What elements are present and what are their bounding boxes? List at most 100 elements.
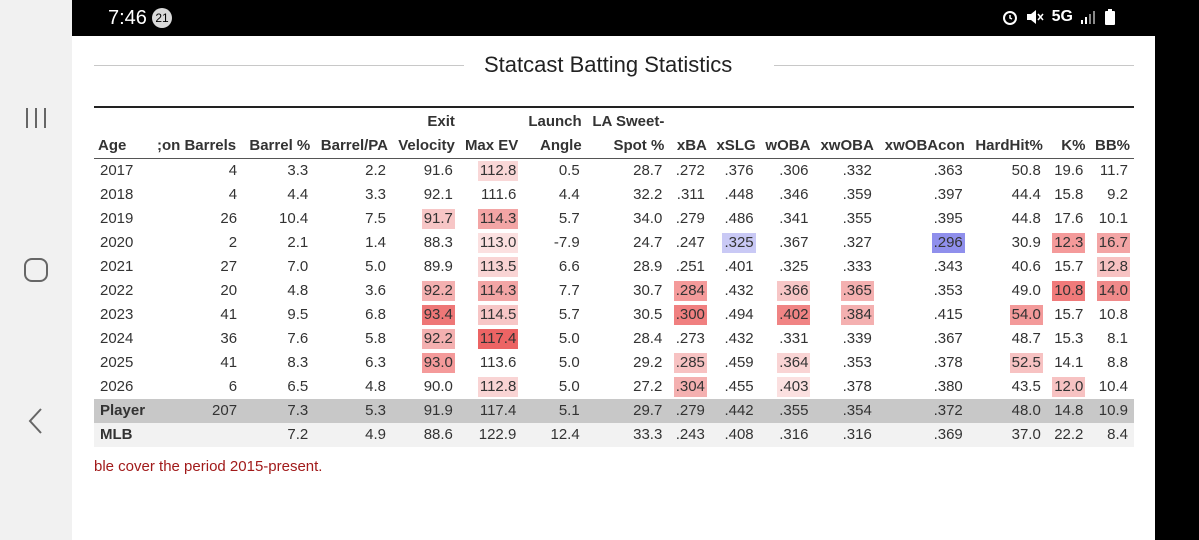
cell-value: .395 (933, 210, 963, 227)
cell-value: 5.0 (558, 330, 580, 347)
header-xwoba[interactable]: xwOBA (814, 107, 878, 159)
table-cell: 5.0 (314, 255, 392, 279)
header-launch-angle[interactable]: Launch Angle (522, 107, 586, 159)
header-woba[interactable]: wOBA (759, 107, 815, 159)
table-cell: .432 (711, 327, 760, 351)
table-cell: 7.2 (243, 423, 315, 447)
table-cell: 112.8 (459, 375, 522, 399)
cell-value: 89.9 (423, 258, 453, 275)
table-cell: 28.7 (586, 159, 669, 184)
table-cell: 114.3 (459, 279, 522, 303)
cell-value: 5.3 (365, 402, 387, 419)
notification-count-badge: 21 (152, 8, 172, 28)
table-cell: 4.8 (314, 375, 392, 399)
table-cell: 14.1 (1047, 351, 1090, 375)
table-cell: 14.0 (1089, 279, 1134, 303)
header-k-pct[interactable]: K% (1046, 107, 1090, 159)
table-cell: .402 (760, 303, 815, 327)
header-xslg[interactable]: xSLG (710, 107, 760, 159)
header-barrel-pct[interactable]: Barrel % (243, 107, 315, 159)
table-cell: 48.0 (968, 399, 1047, 423)
cell-value: .279 (675, 210, 705, 227)
table-cell: 6.6 (522, 255, 585, 279)
cell-value: .397 (933, 186, 963, 203)
header-bb-pct[interactable]: BB% (1089, 107, 1134, 159)
cell-value: 92.2 (421, 329, 455, 349)
cell-value: 117.4 (479, 402, 517, 419)
cell-value: .372 (933, 402, 963, 419)
cell-value: 29.2 (633, 354, 663, 371)
table-body: 2017 4 3.3 2.2 91.6 112.8 0.5 28.7 .272 .376 .306.… (94, 159, 1134, 447)
header-age[interactable]: Age (94, 107, 153, 159)
cell-value: 20 (220, 282, 238, 299)
cell-value: 29.7 (633, 402, 663, 419)
back-button[interactable] (0, 406, 72, 436)
table-cell: 44.4 (969, 183, 1047, 207)
cell-value: 40.6 (1011, 258, 1041, 275)
table-cell: 89.9 (392, 255, 459, 279)
cell-value: 3.3 (365, 186, 387, 203)
cell-value: 2 (228, 234, 238, 251)
table-footnote: ble cover the period 2015-present. (94, 458, 323, 475)
table-cell: .346 (760, 183, 815, 207)
table-cell: 2026 (94, 375, 153, 399)
header-xwobacon[interactable]: xwOBAcon (877, 107, 969, 159)
cell-value: .341 (779, 210, 809, 227)
table-cell: MLB (94, 423, 153, 447)
cell-value: .316 (842, 426, 872, 443)
table-cell: 29.7 (585, 399, 669, 423)
header-exit-velocity[interactable]: Exit Velocity (392, 107, 459, 159)
status-bar: 7:46 21 5G (72, 0, 1155, 36)
cell-value: 44.8 (1011, 210, 1041, 227)
cell-value: 2026 (100, 378, 134, 395)
home-button[interactable] (0, 256, 72, 284)
cell-value: 12.3 (1052, 233, 1086, 253)
cell-value: 27 (220, 258, 238, 275)
header-sweet-spot[interactable]: LA Sweet- Spot % (585, 107, 669, 159)
title-rule-right (774, 65, 1134, 66)
cell-value: 27.2 (633, 378, 663, 395)
table-row: 2021 27 7.0 5.0 89.9 113.5 6.6 28.9 .251 .401 .325… (94, 255, 1134, 279)
cell-value: 10.9 (1098, 402, 1128, 419)
table-cell: 91.7 (392, 207, 459, 231)
header-barrel-pa[interactable]: Barrel/PA (314, 107, 393, 159)
table-cell: 117.4 (458, 399, 523, 423)
table-cell: 2018 (94, 183, 153, 207)
header-max-ev[interactable]: Max EV (458, 107, 523, 159)
cell-value: 2018 (100, 186, 134, 203)
cell-value: .364 (777, 353, 811, 373)
recent-apps-icon (26, 108, 46, 128)
statcast-table: Age ;on Barrels Barrel % Barrel/PA Exit V… (94, 106, 1134, 447)
table-cell: 20 (153, 279, 243, 303)
table-cell: 7.0 (243, 255, 314, 279)
table-cell: .272 (668, 159, 711, 184)
cell-value: 28.9 (633, 258, 663, 275)
header-xba[interactable]: xBA (668, 107, 711, 159)
cell-value: 1.4 (365, 234, 387, 251)
device-bezel (1155, 0, 1199, 540)
cell-value: 112.8 (477, 161, 519, 181)
header-barrels[interactable]: ;on Barrels (152, 107, 244, 159)
cell-value: 10.4 (1098, 378, 1128, 395)
table-cell: .333 (814, 255, 877, 279)
recent-apps-button[interactable] (0, 106, 72, 130)
header-hardhit[interactable]: HardHit% (968, 107, 1047, 159)
table-cell: .380 (878, 375, 969, 399)
table-cell: .367 (760, 231, 815, 255)
cell-value: 2021 (100, 258, 134, 275)
page-title: Statcast Batting Statistics (484, 52, 733, 77)
table-cell: 2022 (94, 279, 153, 303)
table-cell: 15.7 (1047, 255, 1090, 279)
cell-value: .432 (724, 330, 754, 347)
table-cell: 33.3 (585, 423, 669, 447)
cell-value: 114.3 (477, 281, 519, 301)
cell-value: .331 (779, 330, 809, 347)
table-cell: 1.4 (314, 231, 392, 255)
cell-value: .339 (842, 330, 872, 347)
home-icon (24, 258, 48, 282)
cell-value: 12.8 (1096, 257, 1130, 277)
table-header-row: Age ;on Barrels Barrel % Barrel/PA Exit V… (94, 107, 1134, 159)
cell-value: 50.8 (1011, 162, 1041, 179)
table-cell: 10.8 (1089, 303, 1134, 327)
cell-value: .355 (779, 402, 809, 419)
